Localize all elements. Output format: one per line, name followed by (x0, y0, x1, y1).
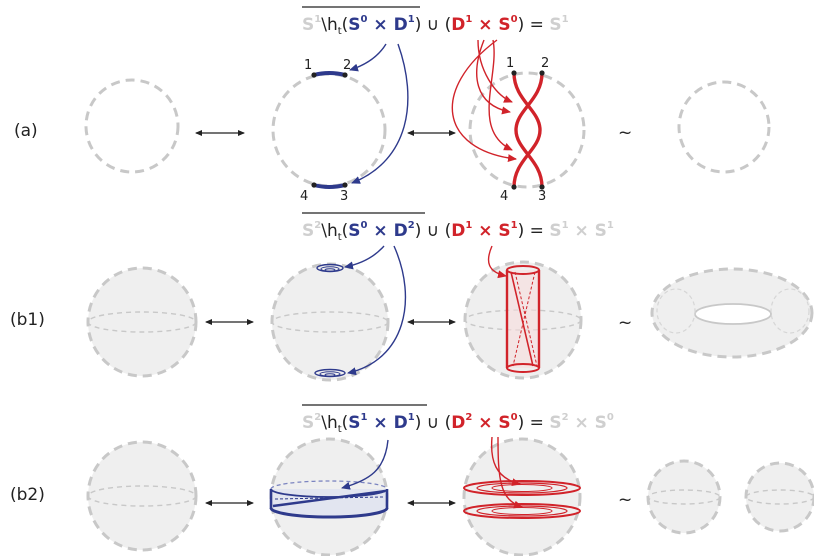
sphere-s2-result-right (744, 461, 814, 533)
circle-s1-original (84, 78, 180, 174)
sphere-equator (647, 489, 721, 505)
glue-arrow (451, 39, 517, 163)
glue-arrow (497, 436, 523, 509)
endpoint-2 (342, 72, 348, 78)
equation-b2: S2\ht(S1 × D1) ∪ (D2 × S0) = S2 × S0 (302, 412, 614, 435)
removed-arc-top (313, 71, 346, 77)
point-label-3: 3 (538, 189, 546, 204)
glue-arrow (488, 39, 513, 151)
sphere-equator (87, 311, 197, 333)
endpoint-1 (311, 72, 317, 78)
endpoint-2 (539, 70, 545, 76)
row-label-b2: (b2) (10, 485, 45, 505)
endpoint-4 (311, 182, 317, 188)
arrow-to-band (341, 439, 389, 490)
arrow-to-top-disk (344, 245, 385, 270)
sphere-s2-original (86, 440, 198, 552)
sphere-equator (87, 485, 197, 507)
row-b1: S2\ht(S0 × D2) ∪ (D1 × S1) = S1 × S1 (b1… (10, 212, 814, 382)
circle-s1-removed (271, 72, 387, 188)
removed-arc-bottom (313, 183, 346, 189)
point-label-4: 4 (300, 189, 308, 204)
point-label-3: 3 (340, 189, 348, 204)
point-label-1: 1 (304, 58, 312, 73)
sphere-s2-original (86, 266, 198, 378)
arrow-to-top-arc (349, 43, 387, 72)
sphere-equator (271, 311, 389, 333)
point-label-2: 2 (343, 58, 351, 73)
homotopy-symbol: ~ (618, 123, 632, 143)
removed-disk-top (316, 263, 344, 273)
point-label-1: 1 (506, 56, 514, 71)
removed-disk-bottom (314, 368, 346, 378)
glued-disk-top (463, 480, 581, 496)
point-label-4: 4 (500, 189, 508, 204)
sphere-s2-removed (270, 262, 390, 382)
arrow-to-bottom-arc (351, 43, 409, 184)
point-label-2: 2 (541, 56, 549, 71)
removed-band (269, 480, 389, 519)
endpoint-4 (511, 184, 517, 190)
glued-tube (505, 265, 541, 373)
row-label-b1: (b1) (10, 310, 45, 330)
glue-arrow (487, 245, 507, 279)
row-label-a: (a) (14, 121, 38, 141)
sphere-s2-glued (462, 437, 582, 556)
glue-arrow (477, 39, 513, 103)
glue-arrow (476, 39, 511, 115)
homotopy-symbol: ~ (618, 490, 632, 510)
row-b2: S2\ht(S1 × D1) ∪ (D2 × S0) = S2 × S0 (b2… (10, 404, 814, 556)
glue-arrow (490, 436, 521, 487)
endpoint-3 (342, 182, 348, 188)
circle-s1-glued (468, 71, 586, 189)
equation-b1: S2\ht(S0 × D2) ∪ (D1 × S1) = S1 × S1 (302, 220, 614, 243)
homotopy-symbol: ~ (618, 313, 632, 333)
sphere-s2-result-left (646, 459, 722, 535)
equation-a: S1\ht(S0 × D1) ∪ (D1 × S0) = S1 (302, 14, 569, 37)
row-a: S1\ht(S0 × D1) ∪ (D1 × S0) = S1 (a) 1 2 … (14, 6, 771, 204)
endpoint-3 (539, 184, 545, 190)
glued-strand-1 (512, 72, 542, 188)
arrow-to-bottom-disk (347, 245, 407, 376)
glued-strand-2 (514, 72, 544, 188)
endpoint-1 (511, 70, 517, 76)
circle-s1-result (677, 80, 771, 174)
torus-result (650, 267, 814, 359)
